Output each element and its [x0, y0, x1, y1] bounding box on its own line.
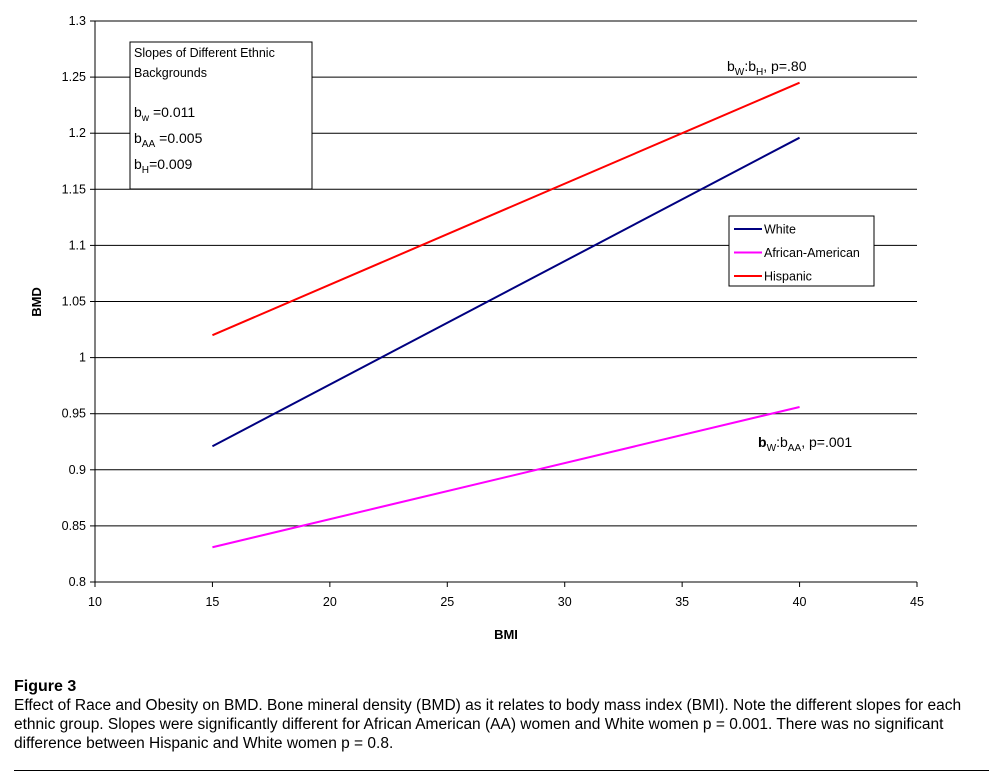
x-tick-label: 35	[675, 595, 689, 609]
y-tick-label: 1	[79, 351, 86, 365]
slope-value: bw =0.011	[134, 104, 195, 124]
y-tick-label: 0.8	[69, 575, 86, 589]
axes	[90, 20, 918, 587]
y-tick-label: 1.25	[62, 70, 86, 84]
x-tick-label: 45	[910, 595, 924, 609]
gridlines	[95, 20, 917, 583]
x-tick-label: 20	[323, 595, 337, 609]
y-tick-label: 1.2	[69, 126, 86, 140]
y-tick-label: 0.95	[62, 407, 86, 421]
series-line-african-american	[212, 405, 800, 549]
legend-label: African-American	[764, 246, 860, 260]
figure-title: Figure 3	[14, 678, 77, 695]
series-line-hispanic	[212, 81, 800, 337]
slopes-box-title-2: Backgrounds	[134, 66, 207, 80]
y-tick-label: 1.1	[69, 238, 86, 252]
slopes-box-title-1: Slopes of Different Ethnic	[134, 46, 275, 60]
y-tick-label: 0.85	[62, 519, 86, 533]
slope-value: bH=0.009	[134, 156, 193, 176]
y-tick-label: 0.9	[69, 463, 86, 477]
chart: 0.8 0.85 0.9 0.95 1 1.05 1.1 1.15 1.2 1.25 1.3 10 15…	[29, 14, 924, 642]
y-tick-label: 1.05	[62, 295, 86, 309]
legend-label: White	[764, 223, 796, 237]
y-tick-label: 1.3	[69, 14, 86, 28]
annotation-white-african-american: bW:bAA, p=.001	[758, 434, 852, 454]
x-tick-label: 25	[440, 595, 454, 609]
y-tick-label: 1.15	[62, 182, 86, 196]
legend-label: Hispanic	[764, 270, 812, 284]
x-tick-label: 40	[793, 595, 807, 609]
figure-caption-text: Effect of Race and Obesity on BMD. Bone …	[14, 697, 962, 752]
series-line-white	[211, 136, 801, 448]
tick-labels: 0.8 0.85 0.9 0.95 1 1.05 1.1 1.15 1.2 1.25 1.3 10 15…	[62, 14, 924, 609]
slopes-box: Slopes of Different Ethnic Backgrounds b…	[129, 41, 313, 190]
annotation-white-hispanic: bW:bH, p=.80	[727, 58, 807, 78]
series-lines	[211, 81, 801, 549]
legend: White African-American Hispanic	[728, 215, 875, 287]
y-axis-label: BMD	[29, 287, 44, 317]
x-tick-label: 10	[88, 595, 102, 609]
slope-value: bAA =0.005	[134, 130, 203, 150]
divider	[14, 770, 989, 771]
figure-caption: Figure 3 Effect of Race and Obesity on B…	[14, 678, 989, 753]
x-tick-label: 15	[205, 595, 219, 609]
x-axis-label: BMI	[494, 627, 518, 642]
x-tick-label: 30	[558, 595, 572, 609]
